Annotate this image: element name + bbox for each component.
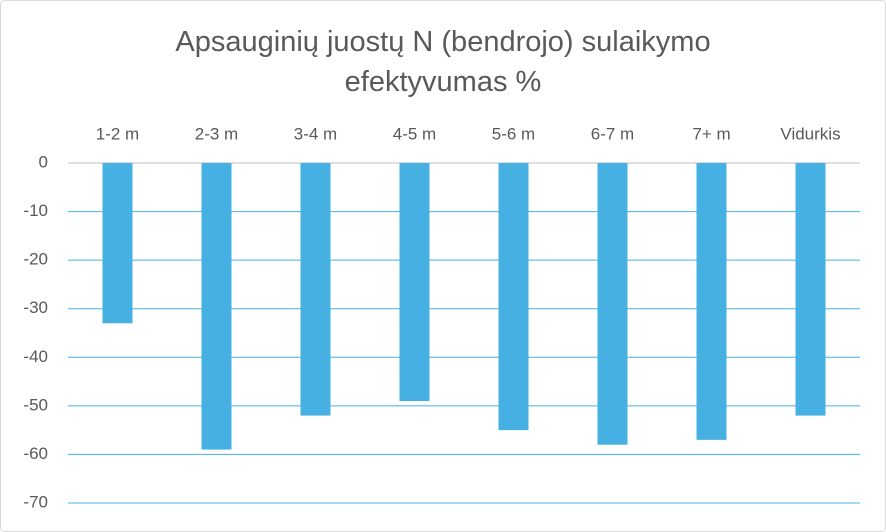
y-tick-label: -10 xyxy=(23,201,48,220)
bar xyxy=(201,163,232,450)
y-tick-label: -70 xyxy=(23,492,48,511)
y-tick-label: -20 xyxy=(23,250,48,269)
y-tick-label: -40 xyxy=(23,347,48,366)
bar xyxy=(102,163,133,324)
x-tick-label: 7+ m xyxy=(692,124,730,143)
x-tick-label: 6-7 m xyxy=(591,124,634,143)
bar xyxy=(597,163,628,445)
x-tick-label: 4-5 m xyxy=(393,124,436,143)
bar xyxy=(399,163,430,401)
x-tick-label: 3-4 m xyxy=(294,124,337,143)
y-tick-label: 0 xyxy=(39,152,48,171)
bar xyxy=(696,163,727,440)
x-tick-label: 1-2 m xyxy=(96,124,139,143)
y-tick-label: -60 xyxy=(23,444,48,463)
y-tick-label: -50 xyxy=(23,395,48,414)
bar xyxy=(498,163,529,431)
x-tick-label: Vidurkis xyxy=(780,124,840,143)
x-tick-label: 5-6 m xyxy=(492,124,535,143)
bar xyxy=(795,163,826,416)
bar xyxy=(300,163,331,416)
x-tick-label: 2-3 m xyxy=(195,124,238,143)
y-tick-label: -30 xyxy=(23,298,48,317)
chart-title: Apsauginių juostų N (bendrojo) sulaikymo… xyxy=(175,26,711,98)
